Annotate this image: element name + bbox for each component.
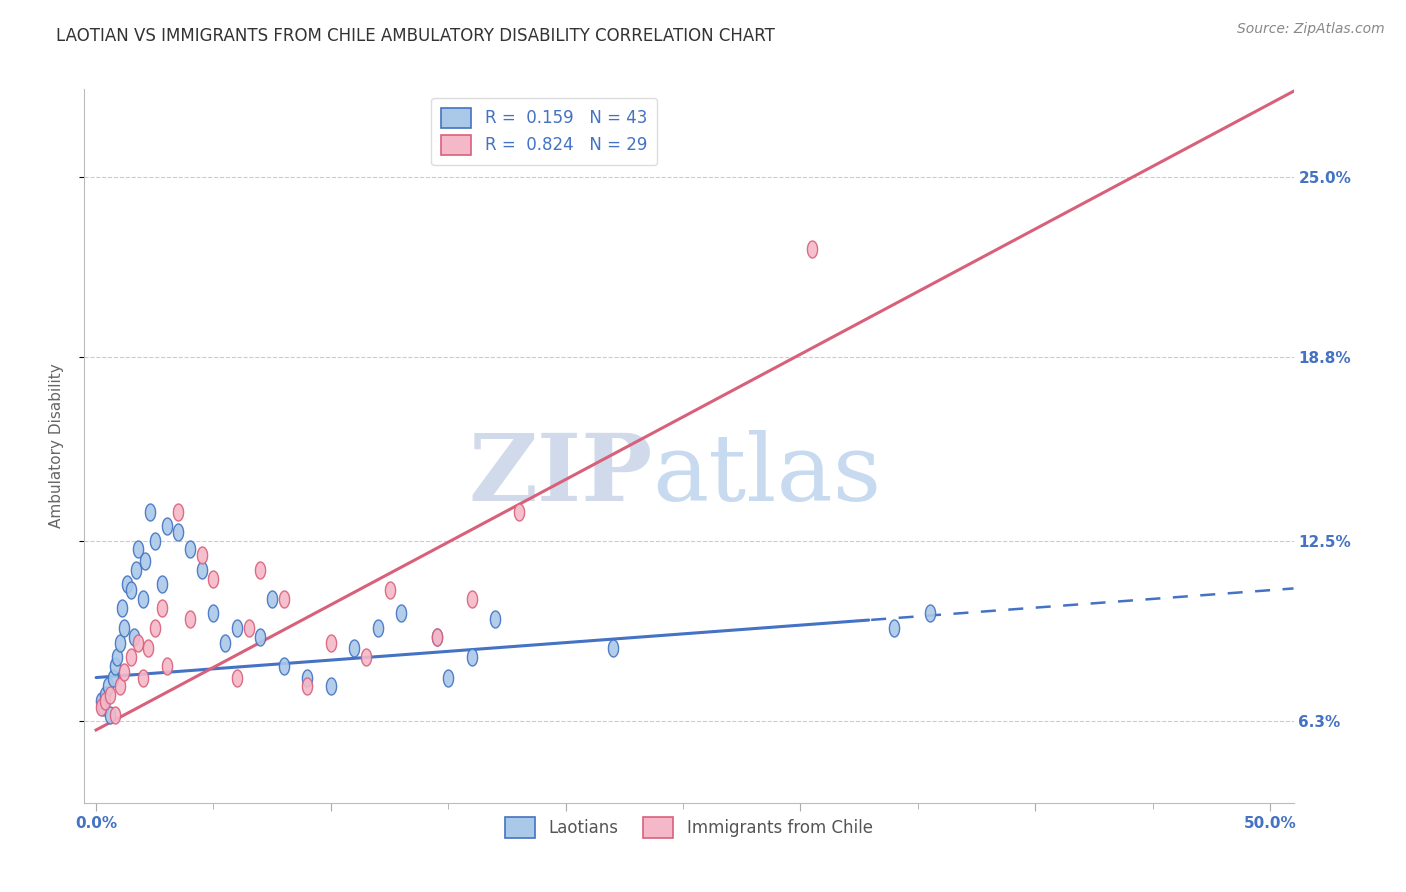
Point (105, 650, 128, 665)
Point (97, 679, 120, 693)
Point (108, 679, 131, 693)
Point (202, 572, 225, 586)
Point (112, 665, 135, 679)
Point (91, 699, 114, 714)
Legend: Laotians, Immigrants from Chile: Laotians, Immigrants from Chile (499, 811, 879, 845)
Point (101, 671, 124, 685)
Point (98, 688, 121, 702)
Point (90, 694, 112, 708)
Point (139, 504, 162, 518)
Point (179, 612, 201, 626)
Point (155, 519, 177, 533)
Y-axis label: Ambulatory Disability: Ambulatory Disability (49, 364, 63, 528)
Point (190, 563, 212, 577)
Text: LAOTIAN VS IMMIGRANTS FROM CHILE AMBULATORY DISABILITY CORRELATION CHART: LAOTIAN VS IMMIGRANTS FROM CHILE AMBULAT… (56, 27, 775, 45)
Point (249, 563, 271, 577)
Point (155, 659, 177, 673)
Point (104, 659, 127, 673)
Point (461, 650, 484, 665)
Point (90, 699, 112, 714)
Point (367, 621, 389, 635)
Point (202, 607, 225, 621)
Point (127, 635, 149, 649)
Point (461, 591, 484, 606)
Point (354, 650, 377, 665)
Point (602, 641, 624, 656)
Point (378, 583, 401, 598)
Point (167, 504, 190, 518)
Point (801, 243, 824, 257)
Point (273, 591, 295, 606)
Point (214, 635, 236, 649)
Point (918, 607, 941, 621)
Text: atlas: atlas (652, 430, 882, 519)
Point (127, 542, 149, 557)
Point (297, 671, 319, 685)
Point (179, 542, 201, 557)
Point (425, 630, 447, 644)
Point (238, 621, 260, 635)
Point (484, 612, 506, 626)
Point (150, 577, 173, 591)
Point (226, 671, 249, 685)
Point (134, 554, 156, 568)
Point (167, 524, 190, 539)
Point (437, 671, 460, 685)
Point (125, 563, 148, 577)
Point (98, 708, 121, 723)
Point (226, 621, 249, 635)
Point (132, 591, 155, 606)
Point (249, 630, 271, 644)
Point (883, 621, 905, 635)
Point (104, 708, 127, 723)
Point (122, 630, 145, 644)
Point (389, 607, 412, 621)
Point (120, 583, 142, 598)
Point (143, 621, 166, 635)
Point (120, 650, 142, 665)
Point (319, 635, 342, 649)
Point (508, 504, 530, 518)
Point (143, 533, 166, 548)
Point (425, 630, 447, 644)
Point (343, 641, 366, 656)
Point (115, 577, 138, 591)
Point (132, 671, 155, 685)
Text: Source: ZipAtlas.com: Source: ZipAtlas.com (1237, 22, 1385, 37)
Point (262, 591, 284, 606)
Point (150, 600, 173, 615)
Point (94, 694, 117, 708)
Point (297, 679, 319, 693)
Point (319, 679, 342, 693)
Point (111, 600, 134, 615)
Point (108, 635, 131, 649)
Point (136, 641, 159, 656)
Text: ZIP: ZIP (468, 430, 652, 519)
Point (273, 659, 295, 673)
Point (190, 548, 212, 562)
Point (112, 621, 135, 635)
Point (94, 688, 117, 702)
